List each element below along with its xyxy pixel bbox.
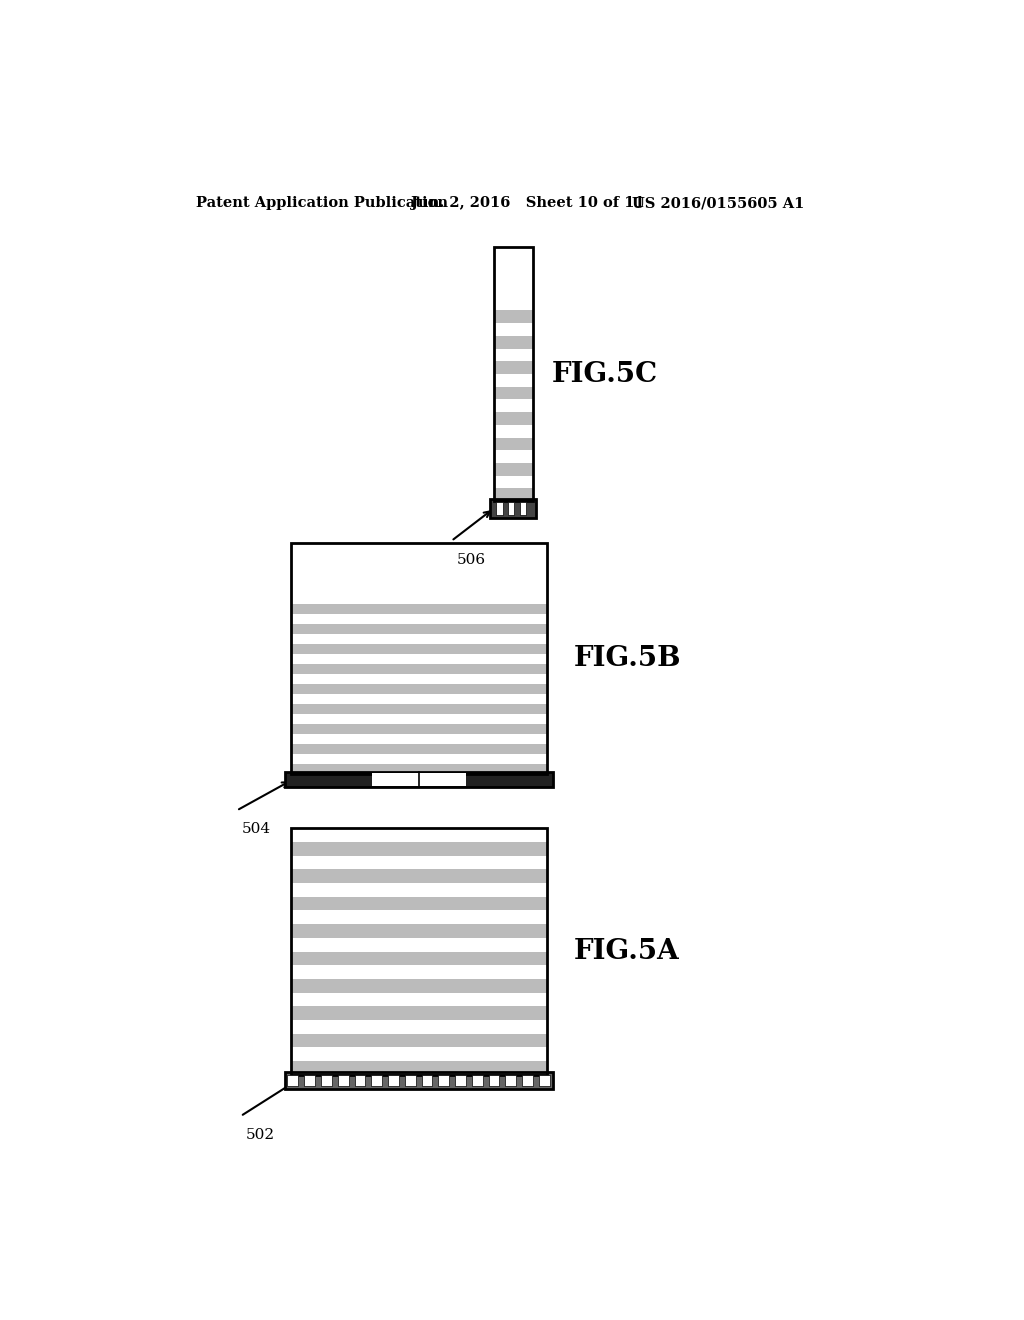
Bar <box>285 1072 553 1089</box>
Bar <box>338 1076 348 1086</box>
Bar <box>291 829 547 1074</box>
Bar <box>372 774 466 787</box>
Bar <box>291 725 547 734</box>
Bar <box>291 764 547 775</box>
Bar <box>291 734 547 744</box>
Bar <box>404 1076 416 1086</box>
Bar <box>522 1076 534 1086</box>
Bar <box>304 1076 315 1086</box>
Bar <box>291 842 547 855</box>
Bar <box>508 502 514 515</box>
Bar <box>291 883 547 896</box>
Bar <box>494 374 532 387</box>
Text: Patent Application Publication: Patent Application Publication <box>197 197 449 210</box>
Bar <box>438 1076 450 1086</box>
Bar <box>321 1076 332 1086</box>
Bar <box>291 544 547 775</box>
Text: Jun. 2, 2016   Sheet 10 of 11: Jun. 2, 2016 Sheet 10 of 11 <box>411 197 645 210</box>
Bar <box>291 1006 547 1020</box>
Bar <box>291 829 547 842</box>
Bar <box>291 684 547 694</box>
Bar <box>291 635 547 644</box>
Bar <box>455 1076 466 1086</box>
Bar <box>494 400 532 412</box>
Bar <box>494 463 532 475</box>
Bar <box>489 499 537 517</box>
Bar <box>291 896 547 911</box>
Bar <box>285 772 553 788</box>
Bar <box>494 247 532 298</box>
Bar <box>494 298 532 310</box>
Text: FIG.5B: FIG.5B <box>573 645 681 672</box>
Bar <box>291 544 547 594</box>
Bar <box>291 911 547 924</box>
Bar <box>494 437 532 450</box>
Bar <box>422 1076 432 1086</box>
Bar <box>494 247 532 502</box>
Bar <box>291 1061 547 1074</box>
Text: 502: 502 <box>246 1127 274 1142</box>
Bar <box>494 412 532 425</box>
Bar <box>291 855 547 870</box>
Bar <box>291 594 547 605</box>
Bar <box>291 714 547 725</box>
Bar <box>291 614 547 624</box>
Bar <box>488 1076 500 1086</box>
Bar <box>291 979 547 993</box>
Bar <box>291 924 547 937</box>
Bar <box>354 1076 366 1086</box>
Bar <box>291 1034 547 1047</box>
Bar <box>494 475 532 488</box>
Bar <box>519 502 526 515</box>
Bar <box>494 450 532 463</box>
Bar <box>291 655 547 664</box>
Bar <box>494 488 532 502</box>
Bar <box>291 624 547 635</box>
Bar <box>494 335 532 348</box>
Bar <box>506 1076 516 1086</box>
Bar <box>291 744 547 755</box>
Bar <box>291 1047 547 1061</box>
Bar <box>291 694 547 705</box>
Bar <box>494 425 532 437</box>
Bar <box>291 644 547 655</box>
Bar <box>291 965 547 979</box>
Text: FIG.5C: FIG.5C <box>552 360 658 388</box>
Bar <box>291 755 547 764</box>
Bar <box>494 247 532 502</box>
Text: 504: 504 <box>242 822 271 836</box>
Bar <box>288 1076 298 1086</box>
Bar <box>291 937 547 952</box>
Bar <box>291 705 547 714</box>
Text: 506: 506 <box>457 553 485 566</box>
Bar <box>291 952 547 965</box>
Bar <box>494 348 532 362</box>
Bar <box>372 1076 382 1086</box>
Bar <box>291 993 547 1006</box>
Bar <box>291 675 547 684</box>
Bar <box>291 1020 547 1034</box>
Text: US 2016/0155605 A1: US 2016/0155605 A1 <box>632 197 804 210</box>
Bar <box>291 605 547 614</box>
Bar <box>291 664 547 675</box>
Bar <box>539 1076 550 1086</box>
Text: FIG.5A: FIG.5A <box>573 939 679 965</box>
Bar <box>291 544 547 775</box>
Bar <box>494 387 532 400</box>
Bar <box>291 829 547 1074</box>
Bar <box>494 323 532 335</box>
Bar <box>472 1076 482 1086</box>
Bar <box>494 310 532 323</box>
Bar <box>497 502 503 515</box>
Bar <box>494 362 532 374</box>
Bar <box>291 870 547 883</box>
Bar <box>388 1076 399 1086</box>
